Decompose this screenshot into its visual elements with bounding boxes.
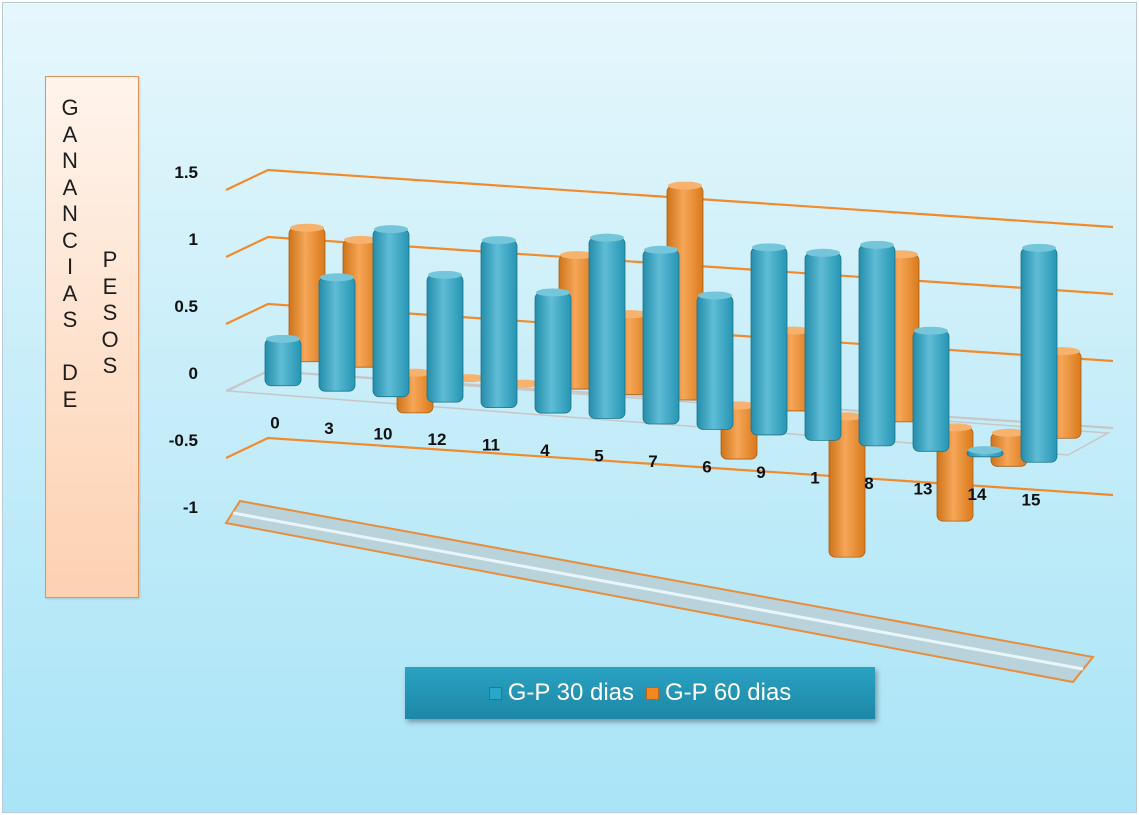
legend-item-30: G-P 30 dias <box>488 679 634 707</box>
legend-label-60: G-P 60 dias <box>665 679 792 706</box>
bar-30-8 <box>858 240 896 447</box>
bar-30-10 <box>372 225 410 398</box>
x-tick-label-15: 15 <box>1022 490 1041 509</box>
bar-30-0 <box>264 334 302 387</box>
legend: G-P 30 dias G-P 60 dias <box>405 667 875 719</box>
ylabel-2-letter-2: S <box>102 300 118 325</box>
x-tick-label-0: 0 <box>270 414 279 433</box>
x-tick-label-3: 3 <box>324 419 333 438</box>
y-tick-label-5: -1 <box>183 498 198 517</box>
ylabel-1-letter-11: E <box>62 386 78 412</box>
ylabel-1-letter-7: A <box>62 280 78 306</box>
x-tick-label-4: 4 <box>540 441 550 460</box>
y-tick-label-2: 0.5 <box>174 297 198 316</box>
y-tick-label-1: 1 <box>189 230 198 249</box>
x-tick-label-12: 12 <box>428 430 447 449</box>
x-tick-label-14: 14 <box>968 485 987 504</box>
bar-30-15 <box>1020 243 1058 463</box>
bar-chart-3d: 1.5 1 0.5 0 -0.5 -1 0 3 10 12 11 4 5 7 6 9 1 8 13 14 15 <box>169 163 1114 684</box>
y-tick-label-0: 1.5 <box>174 163 198 182</box>
ylabel-2-letter-1: E <box>102 273 118 299</box>
ylabel-1-letter-2: N <box>62 148 78 173</box>
bar-30-13 <box>912 326 950 452</box>
x-tick-label-8: 8 <box>864 474 873 493</box>
x-tick-label-1: 1 <box>810 468 819 487</box>
gridline-0 <box>225 168 1114 229</box>
bar-30-4 <box>534 288 572 414</box>
x-tick-label-6: 6 <box>702 457 711 476</box>
y-tick-label-4: -0.5 <box>169 431 198 450</box>
bar-30-5 <box>588 233 626 419</box>
x-tick-label-9: 9 <box>756 463 765 482</box>
ylabel-1-letter-0: G <box>61 95 79 120</box>
x-tick-label-13: 13 <box>914 479 933 498</box>
ylabel-1-letter-5: C <box>62 227 78 253</box>
ylabel-2-letter-0: P <box>102 247 118 272</box>
x-tick-label-11: 11 <box>482 436 500 455</box>
ylabel-1-letter-10: D <box>62 360 78 385</box>
bar-30-7 <box>642 245 680 425</box>
ylabel-1-letter-3: A <box>62 174 78 200</box>
bar-30-14 <box>966 446 1004 458</box>
ylabel-1-letter-1: A <box>62 121 78 147</box>
legend-item-60: G-P 60 dias <box>646 679 791 707</box>
bar-30-12 <box>426 270 464 403</box>
bar-30-3 <box>318 273 356 392</box>
bar-60-0 <box>288 223 326 363</box>
x-tick-label-5: 5 <box>594 447 603 466</box>
x-tick-label-10: 10 <box>374 425 393 444</box>
ylabel-1-letter-8: S <box>62 307 78 332</box>
floor-highlight <box>232 511 1084 671</box>
legend-swatch-30 <box>488 686 502 700</box>
bar-30-1 <box>804 248 842 441</box>
ylabel-2-letter-3: O <box>101 326 119 352</box>
legend-label-30: G-P 30 dias <box>507 679 634 706</box>
ylabel-1-letter-4: N <box>62 201 78 226</box>
ylabel-2-letter-4: S <box>102 353 118 378</box>
bar-30-9 <box>750 243 788 436</box>
y-tick-label-3: 0 <box>189 364 198 383</box>
legend-swatch-60 <box>646 686 659 700</box>
bar-30-6 <box>696 291 734 430</box>
x-tick-label-7: 7 <box>648 452 657 471</box>
ylabel-1-letter-6: I <box>66 254 74 279</box>
bar-30-11 <box>480 236 518 409</box>
